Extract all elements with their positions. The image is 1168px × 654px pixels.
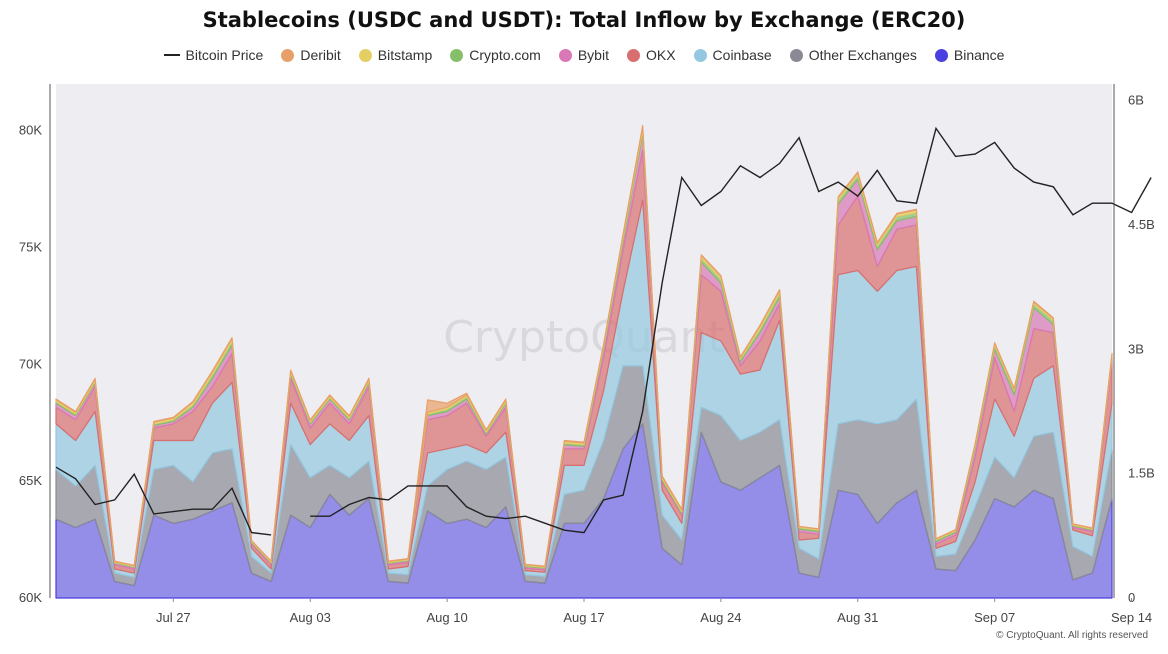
legend-label: Other Exchanges — [808, 47, 917, 63]
legend-item-binance[interactable]: Binance — [934, 47, 1005, 63]
x-tick-label: Aug 10 — [427, 610, 468, 625]
chart-legend: Bitcoin Price Deribit Bitstamp Crypto.com By… — [0, 47, 1168, 63]
stacked-areas — [55, 124, 1113, 599]
legend-item-deribit[interactable]: Deribit — [281, 47, 341, 63]
legend-swatch — [934, 48, 948, 62]
y-right-tick-label: 0 — [1128, 590, 1135, 605]
legend-item-okx[interactable]: OKX — [626, 47, 676, 63]
x-tick-label: Aug 24 — [700, 610, 741, 625]
x-tick-label: Aug 17 — [563, 610, 604, 625]
legend-swatch — [626, 48, 640, 62]
legend-swatch — [358, 48, 372, 62]
y-right-tick-label: 1.5B — [1128, 466, 1155, 481]
legend-label: Crypto.com — [469, 47, 541, 63]
x-tick-label: Sep 07 — [974, 610, 1015, 625]
legend-swatch — [163, 54, 180, 56]
legend-swatch — [693, 48, 707, 62]
legend-label: Coinbase — [712, 47, 772, 63]
chart-title: Stablecoins (USDC and USDT): Total Inflo… — [202, 8, 966, 32]
legend-swatch — [789, 48, 803, 62]
legend-label: Bitcoin Price — [185, 47, 264, 63]
legend-swatch — [450, 48, 464, 62]
legend-label: Bitstamp — [377, 47, 433, 63]
legend-item-other-exchanges[interactable]: Other Exchanges — [789, 47, 917, 63]
y-left-tick-label: 70K — [19, 356, 42, 371]
y-left-tick-label: 80K — [19, 123, 42, 138]
watermark: CryptoQuant — [443, 312, 725, 363]
x-tick-label: Aug 03 — [290, 610, 331, 625]
copyright-notice: © CryptoQuant. All rights reserved — [996, 630, 1148, 641]
y-left-tick-label: 65K — [19, 473, 42, 488]
y-right-tick-label: 4.5B — [1128, 217, 1155, 232]
y-left-tick-label: 60K — [19, 590, 42, 605]
legend-label: OKX — [645, 47, 676, 63]
legend-label: Deribit — [300, 47, 341, 63]
legend-item-bitstamp[interactable]: Bitstamp — [358, 47, 433, 63]
y-right-tick-label: 3B — [1128, 341, 1144, 356]
x-tick-label: Sep 14 — [1111, 610, 1152, 625]
price-line-group — [55, 126, 1152, 536]
legend-swatch — [558, 48, 572, 62]
legend-item-bybit[interactable]: Bybit — [558, 47, 609, 63]
area-deribit — [55, 124, 1113, 568]
bitcoin-price-line — [55, 126, 1152, 536]
x-tick-label: Jul 27 — [156, 610, 191, 625]
legend-label: Bybit — [577, 47, 609, 63]
legend-label: Binance — [953, 47, 1005, 63]
legend-item-coinbase[interactable]: Coinbase — [693, 47, 772, 63]
axes: 60K 65K 70K 75K 80K 0 1.5B 3B 4.5B 6B Jul 27 Aug 03… — [19, 84, 1155, 625]
legend-swatch — [281, 48, 295, 62]
y-right-tick-label: 6B — [1128, 93, 1144, 108]
legend-item-crypto-com[interactable]: Crypto.com — [450, 47, 541, 63]
x-tick-label: Aug 31 — [837, 610, 878, 625]
y-left-tick-label: 75K — [19, 240, 42, 255]
legend-item-bitcoin-price[interactable]: Bitcoin Price — [163, 47, 264, 63]
